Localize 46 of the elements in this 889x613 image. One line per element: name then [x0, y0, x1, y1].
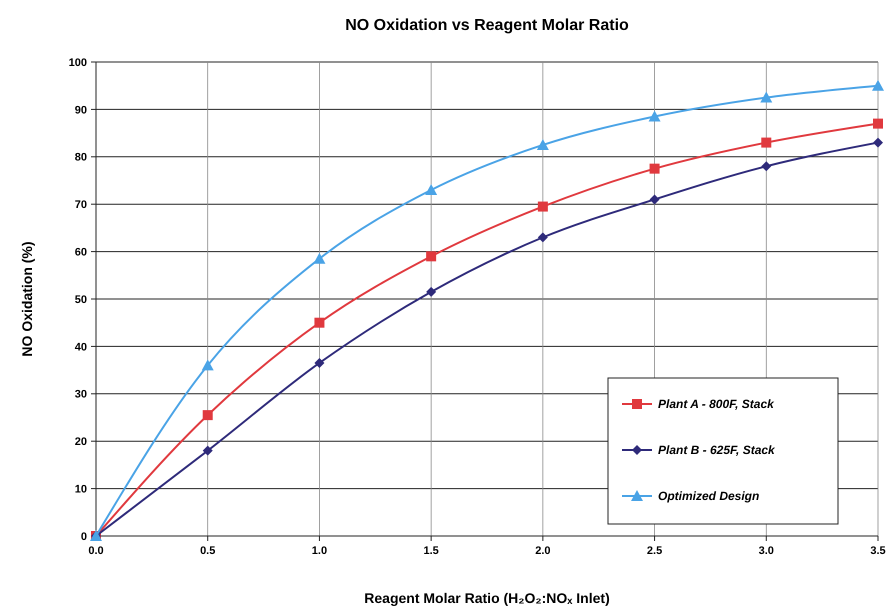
x-axis-title: Reagent Molar Ratio (H₂O₂:NOₓ Inlet)	[364, 590, 610, 606]
point	[760, 92, 772, 103]
y-axis-title: NO Oxidation (%)	[19, 241, 35, 357]
y-tick-label: 50	[74, 294, 87, 306]
point	[650, 194, 660, 204]
point	[873, 138, 883, 148]
x-tick-label: 2.5	[646, 545, 662, 557]
point	[648, 110, 661, 122]
point	[202, 359, 214, 370]
y-tick-label: 30	[74, 388, 87, 401]
x-tick-label: 3.0	[758, 545, 774, 557]
y-tick-label: 90	[74, 104, 87, 116]
point	[761, 138, 772, 148]
point	[202, 446, 213, 456]
y-tick-label: 60	[74, 246, 87, 258]
x-tick-label: 2.0	[535, 545, 551, 557]
point	[314, 318, 324, 328]
point	[426, 286, 436, 297]
y-tick-label: 10	[74, 483, 87, 496]
chart-title: NO Oxidation vs Reagent Molar Ratio	[345, 17, 630, 34]
x-tick-label: 3.5	[870, 545, 886, 557]
point	[425, 184, 438, 195]
legend-label: Plant B - 625F, Stack	[658, 443, 776, 458]
x-tick-label: 1.5	[423, 545, 439, 557]
point	[538, 232, 548, 242]
point	[650, 164, 660, 174]
x-tick-label: 0.0	[88, 545, 104, 557]
y-tick-label: 20	[74, 436, 87, 448]
point	[313, 252, 326, 264]
point	[761, 161, 772, 172]
point	[536, 138, 549, 150]
y-tick-label: 40	[74, 341, 87, 354]
legend-label: Optimized Design	[658, 489, 760, 504]
point	[872, 80, 884, 91]
y-tick-label: 70	[74, 199, 87, 212]
point	[426, 251, 436, 262]
point	[538, 202, 548, 212]
y-tick-label: 80	[74, 152, 87, 164]
point	[314, 358, 324, 368]
y-tick-label: 100	[68, 56, 87, 69]
y-tick-label: 0	[80, 530, 87, 543]
x-tick-label: 0.5	[200, 545, 216, 557]
x-tick-label: 1.0	[312, 545, 328, 557]
legend-label: Plant A - 800F, Stack	[658, 397, 776, 412]
point	[873, 118, 883, 129]
point	[202, 410, 213, 420]
